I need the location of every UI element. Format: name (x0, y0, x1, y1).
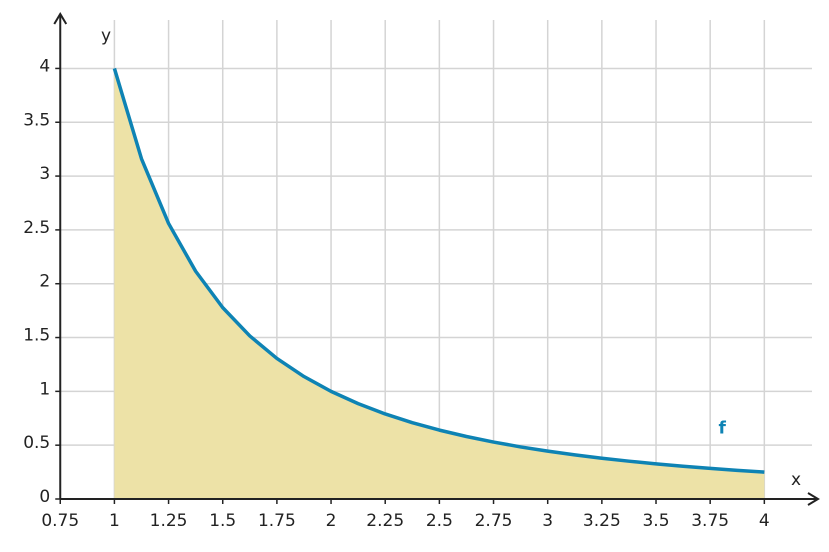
x-tick-label: 2 (326, 511, 337, 531)
y-tick-label: 1 (39, 379, 50, 399)
x-tick-label: 3.75 (691, 511, 729, 531)
x-tick-label: 3.25 (583, 511, 621, 531)
x-tick-label: 2.5 (426, 511, 453, 531)
x-axis-label: x (791, 470, 801, 490)
y-tick-label: 3 (39, 164, 50, 184)
series-label: f (718, 418, 726, 438)
area-fill (114, 68, 765, 499)
x-tick-label: 2.75 (475, 511, 513, 531)
y-tick-label: 0.5 (23, 433, 50, 453)
x-tick-label: 1 (109, 511, 120, 531)
x-tick-label: 0.75 (41, 511, 79, 531)
x-tick-label: 3.5 (642, 511, 669, 531)
y-tick-label: 1.5 (23, 326, 50, 346)
curve (112, 67, 765, 474)
x-tick-label: 2.25 (366, 511, 404, 531)
y-tick-label: 3.5 (23, 110, 50, 130)
x-tick-label: 3 (542, 511, 553, 531)
x-tick-label: 1.75 (258, 511, 296, 531)
x-tick-label: 1.5 (209, 511, 236, 531)
x-axis-arrow (807, 492, 820, 506)
y-axis-arrow (53, 12, 68, 25)
y-tick-label: 2 (39, 272, 50, 292)
x-tick-label: 4 (759, 511, 770, 531)
y-tick-label: 4 (39, 56, 50, 76)
y-tick-label: 2.5 (23, 218, 50, 238)
y-tick-label: 0 (39, 487, 50, 507)
x-tick-label: 1.25 (150, 511, 188, 531)
y-axis-label: y (101, 26, 111, 46)
